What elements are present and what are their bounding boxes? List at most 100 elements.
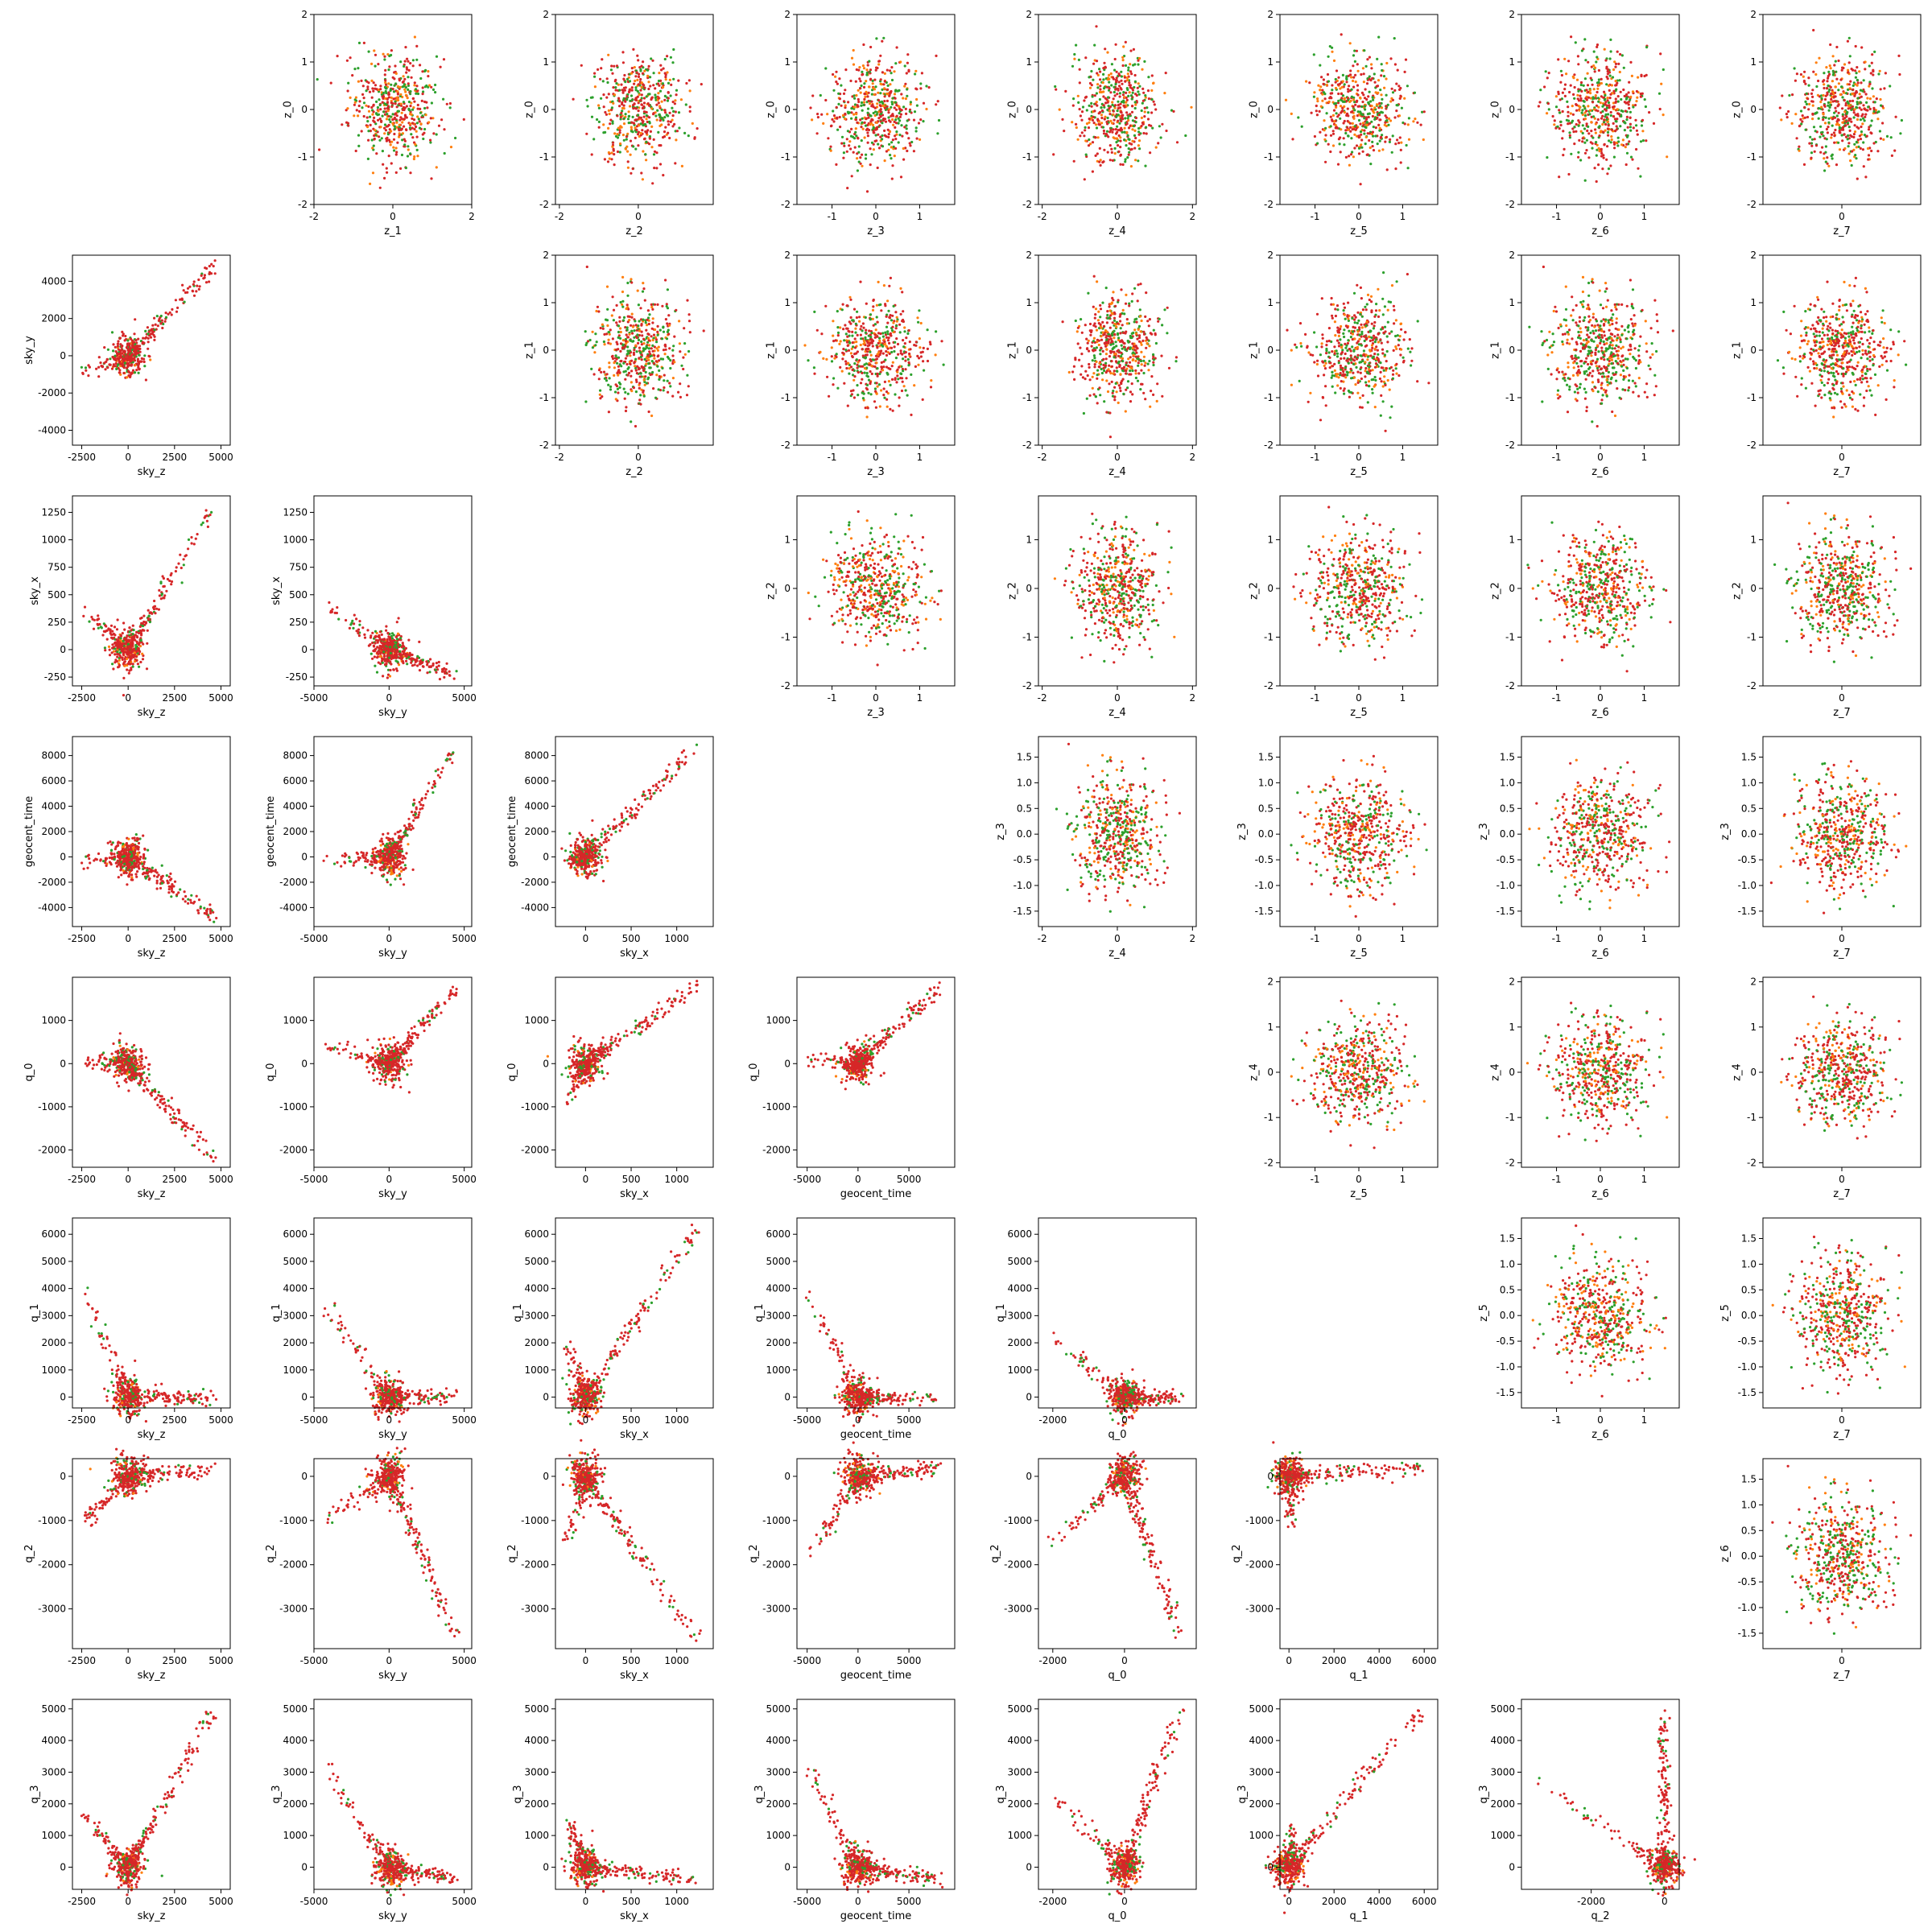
scatter-point: [919, 82, 922, 85]
scatter-point: [614, 86, 617, 89]
scatter-point: [427, 75, 429, 77]
scatter-point: [611, 106, 613, 109]
scatter-point: [619, 131, 621, 134]
scatter-point: [657, 131, 659, 134]
scatter-point: [637, 144, 639, 147]
scatter-point: [638, 93, 641, 96]
scatter-point: [585, 99, 588, 101]
scatter-point: [626, 78, 629, 80]
scatter-point: [390, 97, 393, 99]
scatter-point: [585, 133, 588, 135]
scatter-point: [634, 75, 637, 77]
scatter-point: [674, 102, 676, 105]
scatter-point: [370, 63, 373, 65]
scatter-point: [642, 105, 645, 108]
scatter-point: [605, 97, 608, 99]
scatter-point: [414, 35, 416, 38]
scatter-point: [395, 97, 398, 99]
scatter-point: [638, 76, 640, 78]
scatter-point: [419, 112, 422, 114]
scatter-point: [336, 55, 339, 57]
scatter-point: [387, 105, 390, 107]
scatter-point: [857, 101, 860, 103]
scatter-point: [671, 61, 674, 64]
scatter-point: [402, 126, 405, 128]
scatter-point: [913, 119, 915, 122]
scatter-point: [401, 128, 403, 130]
x-tick-label: 2: [469, 211, 475, 222]
scatter-point: [431, 101, 433, 104]
scatter-point: [414, 143, 416, 146]
scatter-point: [631, 67, 634, 69]
scatter-point: [385, 90, 387, 93]
scatter-point: [655, 167, 658, 169]
scatter-point: [648, 93, 650, 95]
scatter-point: [373, 145, 375, 147]
scatter-point: [658, 97, 660, 100]
scatter-point: [653, 138, 655, 141]
scatter-point: [878, 147, 881, 149]
scatter-point: [664, 95, 667, 97]
scatter-point: [394, 82, 397, 85]
scatter-point: [643, 97, 646, 99]
scatter-point: [634, 80, 636, 82]
scatter-point: [596, 118, 598, 121]
scatter-point: [641, 93, 643, 96]
scatter-point: [382, 95, 385, 97]
scatter-point: [625, 86, 627, 89]
scatter-point: [632, 104, 634, 106]
scatter-point: [591, 116, 593, 118]
scatter-point: [607, 54, 609, 56]
scatter-point: [442, 98, 444, 101]
scatter-point: [625, 146, 628, 148]
scatter-point: [386, 113, 388, 115]
scatter-point: [667, 100, 669, 102]
scatter-point: [409, 126, 411, 129]
scatter-point: [429, 139, 431, 142]
scatter-point: [839, 126, 841, 128]
scatter-point: [647, 88, 650, 90]
scatter-point: [649, 85, 651, 87]
scatter-point: [613, 148, 615, 151]
scatter-point: [404, 60, 407, 63]
scatter-point: [374, 65, 377, 68]
subplot-z_0-vs-z_3: -1 0 1-2-1012z_3z_0: [766, 9, 955, 237]
scatter-point: [614, 79, 617, 81]
x-axis-label: z_1: [384, 225, 402, 237]
scatter-point: [629, 80, 631, 82]
scatter-point: [630, 122, 633, 124]
x-tick-label: -2: [309, 211, 319, 222]
scatter-point: [609, 113, 611, 115]
scatter-point: [593, 72, 596, 75]
scatter-point: [407, 76, 409, 78]
scatter-point: [377, 109, 379, 112]
scatter-point: [626, 151, 629, 153]
scatter-point: [615, 135, 617, 138]
scatter-point: [580, 64, 583, 67]
scatter-point: [656, 118, 658, 121]
scatter-point: [387, 82, 390, 85]
scatter-point: [598, 107, 601, 109]
scatter-point: [653, 72, 655, 74]
scatter-point: [635, 118, 638, 121]
scatter-point: [402, 85, 405, 88]
scatter-point: [646, 69, 649, 72]
scatter-point: [404, 114, 407, 117]
scatter-point: [604, 158, 606, 160]
scatter-point: [382, 53, 385, 56]
scatter-point: [624, 80, 626, 83]
scatter-point: [641, 86, 643, 89]
scatter-point: [632, 48, 634, 51]
scatter-point: [393, 90, 395, 93]
scatter-point: [840, 105, 843, 107]
scatter-point: [407, 60, 409, 63]
scatter-point: [388, 93, 390, 96]
scatter-point: [434, 84, 436, 86]
scatter-point: [346, 60, 349, 62]
scatter-point: [937, 100, 939, 102]
scatter-point: [393, 133, 395, 135]
scatter-point: [384, 69, 386, 72]
scatter-point: [923, 102, 925, 105]
scatter-point: [629, 89, 631, 91]
scatter-point: [620, 116, 622, 118]
